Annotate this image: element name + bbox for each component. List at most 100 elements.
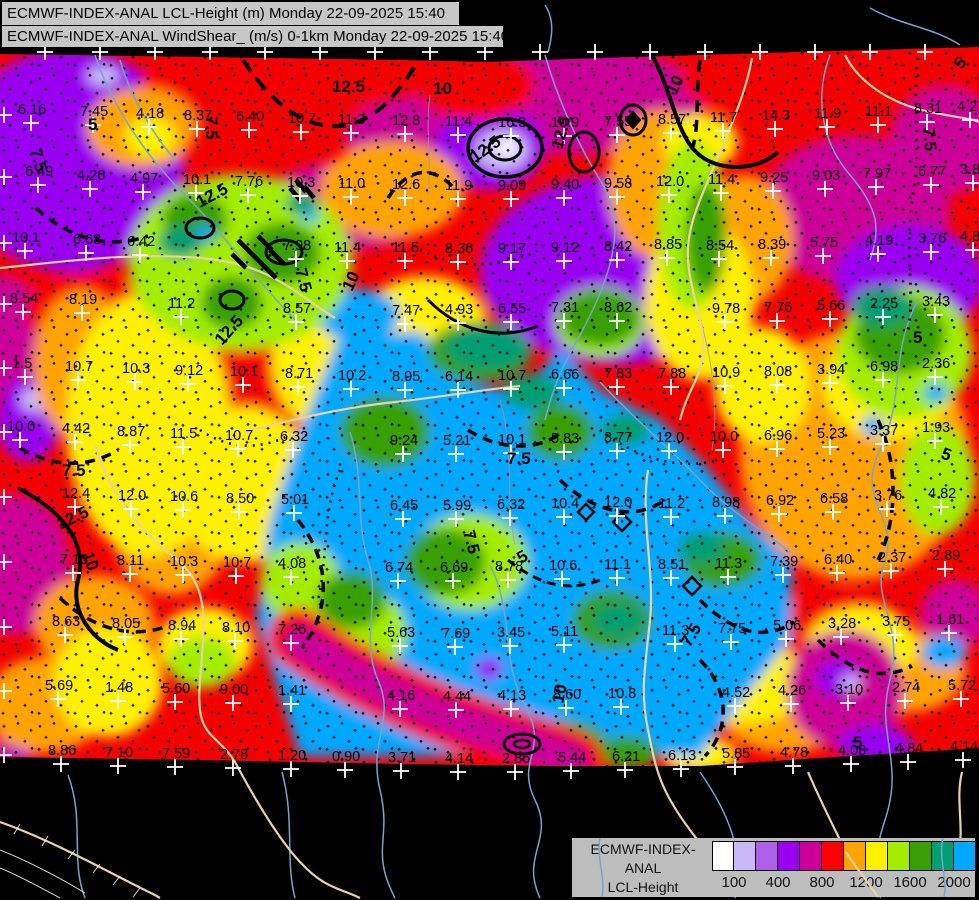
station-value: 12.0 <box>656 174 684 190</box>
legend-tick: 800 <box>809 874 835 891</box>
station-value: 8.94 <box>168 618 196 634</box>
station-value: 5.11 <box>551 624 578 640</box>
contour-label: 12.5 <box>332 77 365 96</box>
station-value: 12.0 <box>604 495 632 511</box>
station-value: 1.48 <box>105 680 133 696</box>
station-value: 11.4 <box>334 240 361 256</box>
contour-label: 7.5 <box>202 116 221 140</box>
coastline-hatching <box>0 823 141 899</box>
station-value: 1.5 <box>12 356 32 372</box>
station-value: 2.78 <box>220 747 248 763</box>
station-value: 5.23 <box>817 426 845 442</box>
station-value: 11.7 <box>710 110 737 126</box>
station-value: 4.16 <box>387 688 415 704</box>
station-value: 10.2 <box>338 368 366 384</box>
station-value: 4.82 <box>928 486 956 502</box>
station-value: 2.36 <box>922 356 950 372</box>
station-value: 8.60 <box>553 687 581 703</box>
station-value: 11.2 <box>658 496 685 512</box>
station-value: 8.10 <box>222 620 250 636</box>
station-value: 8.77 <box>604 430 632 446</box>
station-value: 5.83 <box>551 431 579 447</box>
station-value: 6.45 <box>390 498 418 514</box>
station-value: 4.8 <box>960 229 979 245</box>
station-value: 6.14 <box>445 369 473 385</box>
station-value: 11.0 <box>338 176 365 192</box>
station-value: 11.4 <box>445 114 472 130</box>
station-value: 10.3 <box>287 175 315 191</box>
title-bar-windshear: ECMWF-INDEX-ANAL WindShear_ (m/s) 0-1km … <box>2 26 503 47</box>
station-value: 8.37 <box>184 108 212 124</box>
station-value: 3.45 <box>497 625 525 641</box>
station-value: 11.9 <box>445 178 472 194</box>
contour-label: 7.5 <box>919 127 940 152</box>
station-value: 7.10 <box>105 745 133 761</box>
contour-label: 10 <box>548 682 571 704</box>
station-value: 4.14 <box>445 751 473 767</box>
station-value: 5.66 <box>817 298 845 314</box>
station-value: 8.87 <box>117 424 145 440</box>
legend-field-label: LCL-Height <box>607 879 679 895</box>
station-value: 4.08 <box>838 743 866 759</box>
station-value: 7.97 <box>863 166 891 182</box>
station-value: 1.41 <box>278 683 306 699</box>
station-value: 5.01 <box>281 492 309 508</box>
station-value: 8.51 <box>658 557 686 573</box>
station-value: 6.13 <box>668 748 696 764</box>
station-value: 5.69 <box>45 678 73 694</box>
legend-swatch <box>778 841 800 871</box>
station-value: 4.44 <box>443 689 471 705</box>
station-value: 3.10 <box>835 682 863 698</box>
country-borders <box>0 54 979 899</box>
contour-label: 7.5 <box>507 449 531 468</box>
station-value: 8.54 <box>10 291 38 307</box>
station-value: 1.93 <box>922 420 950 436</box>
windshear-contours <box>17 54 920 758</box>
title-lcl-text: ECMWF-INDEX-ANAL LCL-Height (m) Monday 2… <box>7 5 445 22</box>
station-value: 10.0 <box>710 429 738 445</box>
station-value: 2.86 <box>502 751 530 767</box>
station-value: 3.8 <box>960 162 979 178</box>
station-value: 7.88 <box>658 366 686 382</box>
legend-swatch <box>954 841 976 871</box>
station-value: 11.4 <box>708 172 735 188</box>
station-value: 8.08 <box>764 364 792 380</box>
station-value: 4.14 <box>950 739 978 755</box>
station-value: 12.8 <box>392 113 420 129</box>
station-value: 3.94 <box>817 362 845 378</box>
station-value: 10.7 <box>223 555 251 571</box>
station-value: 3.71 <box>388 750 416 766</box>
station-value: 4.52 <box>722 685 750 701</box>
station-value: 8.05 <box>112 616 140 632</box>
station-value: 12.4 <box>62 486 90 502</box>
contour-label: 7.5 <box>62 461 86 480</box>
station-value: 6.55 <box>498 301 526 317</box>
station-value: 5.99 <box>443 498 471 514</box>
station-value: 5.63 <box>387 625 415 641</box>
station-value: 6.42 <box>127 234 155 250</box>
station-value: 8.57 <box>283 301 311 317</box>
station-value: 3.37 <box>870 423 898 439</box>
station-value: 10.1 <box>183 172 211 188</box>
station-value: 9.17 <box>498 241 526 257</box>
station-value: 9.24 <box>390 433 418 449</box>
title-bar-lcl: ECMWF-INDEX-ANAL LCL-Height (m) Monday 2… <box>2 2 459 25</box>
station-value: 10.3 <box>170 554 198 570</box>
station-value: 3.28 <box>828 616 856 632</box>
legend-model-label: ECMWF-INDEX-ANAL <box>590 841 696 876</box>
station-value: 4.18 <box>136 106 164 122</box>
station-value: 7.69 <box>442 626 470 642</box>
station-value: 8.11 <box>117 553 144 569</box>
station-value: 10.0 <box>7 419 35 435</box>
station-value: 8.39 <box>758 237 786 253</box>
station-value: 8.19 <box>69 292 97 308</box>
station-value: 8.36 <box>445 241 473 257</box>
station-value: 6.40 <box>236 109 264 125</box>
station-value: 2.25 <box>870 296 898 312</box>
station-value: 4.26 <box>778 683 806 699</box>
station-value: 11.2 <box>168 296 195 312</box>
station-value: 4.97 <box>130 171 158 187</box>
station-value: 9.58 <box>604 176 632 192</box>
